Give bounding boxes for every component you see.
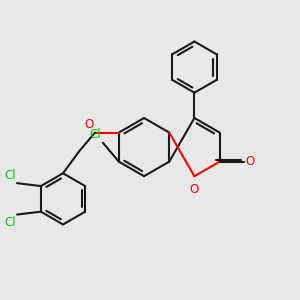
Text: O: O	[246, 155, 255, 168]
Text: O: O	[84, 118, 94, 131]
Text: Cl: Cl	[90, 128, 101, 141]
Text: Cl: Cl	[4, 216, 16, 229]
Text: O: O	[190, 183, 199, 196]
Text: Cl: Cl	[4, 169, 16, 182]
